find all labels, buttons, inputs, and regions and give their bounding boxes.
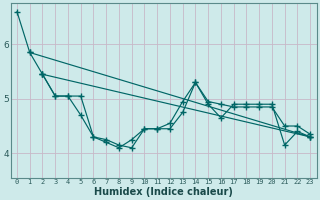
X-axis label: Humidex (Indice chaleur): Humidex (Indice chaleur) [94,187,233,197]
